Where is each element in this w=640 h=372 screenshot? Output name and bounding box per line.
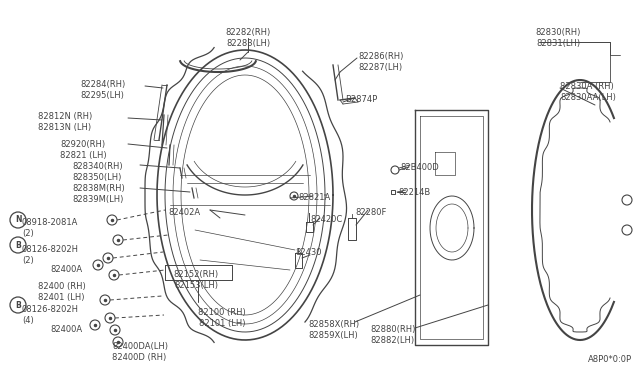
Text: 82152(RH)
82153(LH): 82152(RH) 82153(LH) <box>173 270 219 290</box>
Text: 82880(RH)
82882(LH): 82880(RH) 82882(LH) <box>370 325 415 345</box>
Text: 08918-2081A
(2): 08918-2081A (2) <box>22 218 78 238</box>
Text: B2874P: B2874P <box>345 95 377 104</box>
Text: 08126-8202H
(4): 08126-8202H (4) <box>22 305 79 325</box>
Text: 82400A: 82400A <box>50 325 82 334</box>
Text: N: N <box>15 215 21 224</box>
Text: 82830(RH)
82831(LH): 82830(RH) 82831(LH) <box>535 28 580 48</box>
Text: 82400DA(LH)
82400D (RH): 82400DA(LH) 82400D (RH) <box>112 342 168 362</box>
Text: 82838M(RH)
82839M(LH): 82838M(RH) 82839M(LH) <box>72 184 125 204</box>
Text: 82402A: 82402A <box>168 208 200 217</box>
Text: 82100 (RH)
82101 (LH): 82100 (RH) 82101 (LH) <box>198 308 246 328</box>
Text: A8P0*0:0P: A8P0*0:0P <box>588 355 632 364</box>
Text: 82400 (RH)
82401 (LH): 82400 (RH) 82401 (LH) <box>38 282 86 302</box>
Text: 828340(RH)
828350(LH): 828340(RH) 828350(LH) <box>72 162 123 182</box>
Text: 82282(RH)
82283(LH): 82282(RH) 82283(LH) <box>225 28 271 48</box>
Text: 82286(RH)
82287(LH): 82286(RH) 82287(LH) <box>358 52 403 72</box>
Text: 82420C: 82420C <box>310 215 342 224</box>
Text: 82920(RH)
82821 (LH): 82920(RH) 82821 (LH) <box>60 140 107 160</box>
Text: 82214B: 82214B <box>398 188 430 197</box>
Text: 82812N (RH)
82813N (LH): 82812N (RH) 82813N (LH) <box>38 112 92 132</box>
Text: 82430: 82430 <box>295 248 321 257</box>
Text: 82830A (RH)
82830AA(LH): 82830A (RH) 82830AA(LH) <box>560 82 616 102</box>
Text: 08126-8202H
(2): 08126-8202H (2) <box>22 245 79 265</box>
Text: 82284(RH)
82295(LH): 82284(RH) 82295(LH) <box>80 80 125 100</box>
Text: 82821A: 82821A <box>298 193 330 202</box>
Text: 82B400D: 82B400D <box>400 163 439 172</box>
Text: 82858X(RH)
82859X(LH): 82858X(RH) 82859X(LH) <box>308 320 359 340</box>
Text: 82400A: 82400A <box>50 265 82 274</box>
Text: 82280F: 82280F <box>355 208 387 217</box>
Text: B: B <box>15 241 21 250</box>
Text: B: B <box>15 301 21 310</box>
